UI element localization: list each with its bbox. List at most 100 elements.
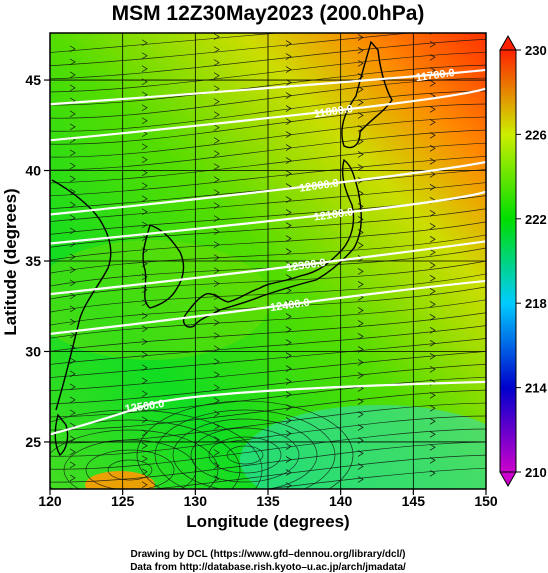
streamline-arrow: [357, 476, 364, 483]
streamline-arrow: [357, 99, 364, 106]
streamline: [50, 90, 486, 132]
streamline-arrow: [285, 391, 292, 398]
streamline-arrow: [429, 326, 436, 334]
streamline: [50, 299, 486, 339]
streamline: [50, 33, 283, 53]
streamline-arrow: [429, 300, 436, 308]
streamline-arrow: [357, 437, 364, 444]
streamline-arrow: [429, 183, 436, 191]
coastlines: [51, 40, 393, 457]
colorbar-bottom-arrow: [499, 471, 517, 488]
taiwan-coastline: [54, 413, 69, 457]
streamline-arrow: [429, 209, 436, 217]
x-tick-label-150: 150: [474, 493, 498, 509]
streamline-arrow: [285, 469, 292, 476]
streamline-arrow: [213, 202, 220, 209]
streamline-arrow: [357, 281, 364, 288]
vortex-streamline: [136, 400, 354, 489]
x-tick-label-120: 120: [38, 493, 62, 509]
colorbar-tick-label-226: 226: [525, 127, 547, 142]
streamline: [50, 38, 486, 80]
streamline-arrow: [141, 182, 148, 190]
colorbar-tick-label-218: 218: [525, 296, 547, 311]
streamline-arrow: [213, 436, 220, 443]
streamline-arrow: [357, 346, 364, 353]
streamline-arrow: [141, 338, 148, 346]
height-contour-labels: 11700.0 11800.0 12000.0 12100.0 12300.0 12400…: [124, 67, 455, 416]
colorbar: 210 214 218 222 226 230: [499, 34, 547, 488]
streamline-arrow: [69, 58, 76, 66]
x-tick-label-140: 140: [329, 493, 353, 509]
streamline-arrow: [285, 209, 292, 216]
streamline-arrow: [141, 273, 148, 281]
x-axis: 120 125 130 135 140 145 150: [38, 489, 498, 509]
streamline: [50, 428, 486, 470]
streamline: [50, 338, 486, 378]
colorbar-gradient-bar: [499, 49, 517, 473]
streamline-arrow: [213, 98, 220, 105]
streamline-arrow: [69, 266, 76, 274]
streamline-arrow: [69, 45, 76, 53]
streamline-arrow: [213, 241, 220, 248]
streamline-arrow: [69, 71, 76, 79]
y-tick-label-45: 45: [25, 72, 41, 88]
streamline-arrow: [429, 105, 436, 113]
streamline-arrow: [213, 384, 220, 391]
streamline-arrow: [213, 254, 220, 261]
vortex-streamline: [154, 409, 336, 489]
streamline-arrow: [357, 268, 364, 275]
streamline-arrow: [357, 112, 364, 119]
streamline-arrow: [69, 331, 76, 339]
vortex-streamline: [63, 439, 197, 489]
plot-area: 11700.0 11800.0 12000.0 12100.0 12300.0 12400…: [50, 33, 486, 489]
streamline-arrow: [213, 33, 220, 40]
streamline-arrow: [141, 39, 148, 47]
colorbar-tick-label-214: 214: [525, 381, 547, 396]
x-axis-title: Longitude (degrees): [186, 512, 349, 531]
streamline: [50, 247, 486, 287]
streamline-arrow: [213, 189, 220, 196]
streamline-arrow: [285, 92, 292, 99]
streamline-arrow: [285, 235, 292, 242]
height-contour-label-12400.0: 12400.0: [269, 297, 310, 314]
streamline-arrow: [285, 443, 292, 450]
streamline-arrow: [429, 144, 436, 152]
streamline-arrow: [69, 188, 76, 196]
streamline-arrow: [357, 320, 364, 327]
streamline-arrow: [357, 411, 364, 418]
streamline-arrow: [141, 169, 148, 177]
streamline-arrow: [69, 461, 76, 469]
vortex-streamline: [172, 418, 318, 489]
streamline-arrow: [69, 474, 76, 482]
streamline-arrow: [141, 208, 148, 216]
streamline-arrow: [285, 66, 292, 73]
streamline-arrow: [69, 123, 76, 131]
streamline-arrow: [141, 104, 148, 112]
height-contour-11700.0: [50, 68, 486, 106]
x-tick-label-145: 145: [402, 493, 426, 509]
streamline-arrow: [285, 53, 292, 60]
streamline-arrow: [429, 170, 436, 178]
wind-streamlines: [50, 33, 486, 489]
streamline: [50, 142, 486, 184]
streamline-arrow: [69, 110, 76, 118]
vortex-streamline: [85, 449, 175, 489]
streamline-arrow: [357, 359, 364, 366]
streamline: [50, 155, 486, 197]
streamline-arrow: [357, 372, 364, 379]
streamline: [50, 441, 486, 483]
streamline-arrow: [429, 352, 436, 360]
streamline-arrow: [429, 157, 436, 165]
streamline-arrow: [213, 449, 220, 456]
streamline-arrow: [429, 339, 436, 347]
height-contour-label-11700.0: 11700.0: [415, 67, 455, 84]
china-coastline: [51, 179, 112, 411]
y-axis: 25 30 35 40 45: [25, 72, 50, 450]
streamline: [50, 221, 486, 261]
streamline-arrow: [285, 157, 292, 164]
streamline-arrow: [285, 222, 292, 229]
streamline: [50, 273, 486, 313]
streamline-arrow: [285, 118, 292, 125]
streamline-arrow: [285, 196, 292, 203]
streamline-arrow: [429, 404, 436, 412]
